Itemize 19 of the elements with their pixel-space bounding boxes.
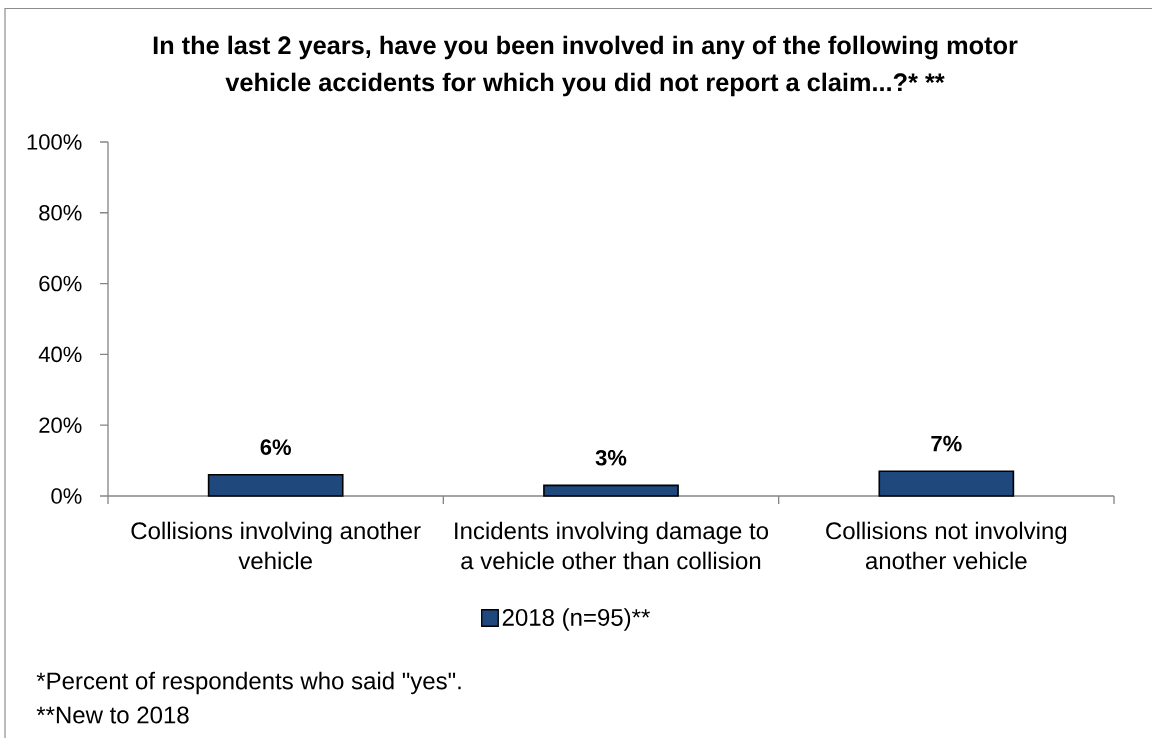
bar <box>878 470 1015 497</box>
x-tick-label: Collisions not involving another vehicle <box>826 521 1067 570</box>
y-tick-label: 80% <box>39 204 82 221</box>
x-tick-label: Collisions involving another vehicle <box>131 521 421 570</box>
y-tick-label: 0% <box>51 488 82 504</box>
data-label: 6% <box>260 439 291 455</box>
y-tick-label: 40% <box>38 346 82 363</box>
bar <box>207 473 344 497</box>
text: **New to 2018 <box>36 706 189 724</box>
y-tick-label: 20% <box>39 417 82 433</box>
legend-label: 2018 (n=95)** <box>502 608 650 631</box>
text: *Percent of respondents who said "yes". <box>36 671 461 695</box>
bar <box>543 484 679 497</box>
y-tick-label: 100% <box>27 134 82 150</box>
x-tick-label: Incidents involving damage to a vehicle other than collision <box>455 521 769 570</box>
chart-title: In the last 2 years, have you been involved in any of the following motor vehicle accidents for which you did not report a claim...?* ** <box>153 35 1018 97</box>
y-tick-label: 60% <box>39 275 82 292</box>
data-label: 7% <box>931 435 962 452</box>
data-label: 3% <box>595 449 627 466</box>
